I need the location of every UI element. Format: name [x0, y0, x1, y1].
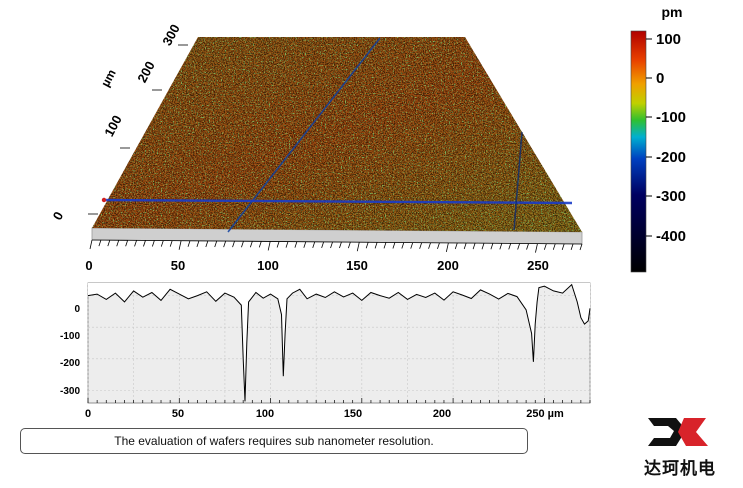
- y-tick-label: 200: [134, 59, 157, 85]
- colorbar-unit: pm: [662, 4, 683, 20]
- profile-x-tick-label: 0: [85, 408, 91, 420]
- y-tick-label: 100: [101, 113, 124, 139]
- marker-point: [101, 197, 107, 203]
- colorbar-tick-label: -400: [656, 228, 686, 245]
- x-axis-labels-3d: 0 50 100 150 200 250: [85, 258, 548, 273]
- profile-grid: [87, 283, 591, 403]
- x-axis-minor-ticks: [89, 239, 583, 253]
- profile-y-tick-label: -100: [60, 331, 80, 342]
- scratch-diagonal: [227, 37, 381, 233]
- profile-y-tick-label: -300: [60, 386, 80, 397]
- x-tick-label: 50: [171, 258, 185, 273]
- profile-x-tick-label: 250 µm: [526, 408, 564, 420]
- profile-chart: 0 -100 -200 -300 0 50 100 150 200 250 µm: [60, 282, 591, 420]
- scratch-horizontal: [101, 198, 573, 205]
- colorbar-gradient: [630, 30, 647, 273]
- x-tick-label: 150: [346, 258, 368, 273]
- colorbar: pm 100 0 -100 -200 -300 -400: [630, 4, 686, 273]
- brand-name: 达珂机电: [644, 459, 716, 478]
- profile-line: [87, 283, 591, 402]
- scratch-vertical: [513, 131, 523, 231]
- x-tick-label: 250: [527, 258, 549, 273]
- colorbar-tick-label: -200: [656, 149, 686, 166]
- profile-x-minor-ticks: [87, 398, 591, 403]
- brand-logo: DK: [648, 418, 708, 446]
- logo-k-arrow: [678, 418, 708, 446]
- x-tick-label: 100: [257, 258, 279, 273]
- surface-texture-green: [92, 37, 582, 232]
- profile-y-tick-label: -200: [60, 358, 80, 369]
- y-tick-label: 300: [159, 22, 182, 48]
- colorbar-tick-label: -100: [656, 109, 686, 126]
- colorbar-tick-label: 0: [656, 70, 664, 87]
- colorbar-tick-label: -300: [656, 188, 686, 205]
- colorbar-ticks: [646, 38, 652, 237]
- caption-text: The evaluation of wafers requires sub na…: [114, 434, 434, 448]
- caption-box: The evaluation of wafers requires sub na…: [20, 428, 528, 454]
- surface-3d-view: [88, 37, 583, 253]
- x-tick-label: 200: [437, 258, 459, 273]
- colorbar-tick-label: 100: [656, 31, 681, 48]
- profile-x-tick-label: 150: [344, 408, 362, 420]
- x-tick-label: 0: [85, 258, 92, 273]
- profile-x-tick-label: 200: [433, 408, 451, 420]
- logo-d-shape: [648, 418, 686, 446]
- y-axis-ticks-3d: [88, 44, 188, 215]
- profile-plot-area: [87, 282, 591, 404]
- profile-x-tick-label: 50: [172, 408, 184, 420]
- profile-y-tick-label: 0: [74, 304, 80, 315]
- y-tick-label: 0: [50, 209, 67, 222]
- y-axis-unit: µm: [98, 67, 119, 89]
- x-axis-line: [91, 239, 583, 245]
- profile-x-tick-label: 100: [256, 408, 274, 420]
